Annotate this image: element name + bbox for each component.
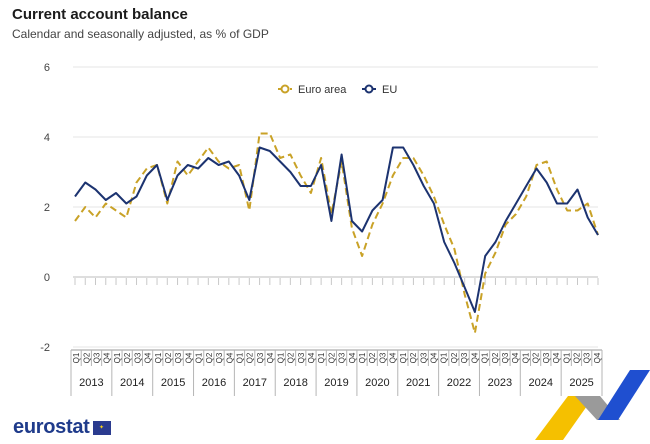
brand-ribbon-yellow <box>535 396 594 440</box>
y-tick-label: 0 <box>44 272 50 284</box>
quarter-label: Q4 <box>307 352 316 363</box>
quarter-label: Q2 <box>368 352 377 363</box>
quarter-label: Q1 <box>521 352 530 363</box>
quarter-label: Q3 <box>256 352 265 363</box>
quarter-label: Q3 <box>378 352 387 363</box>
quarter-label: Q2 <box>532 352 541 363</box>
legend-eu-marker <box>364 84 374 94</box>
quarter-label: Q2 <box>327 352 336 363</box>
quarter-label: Q2 <box>450 352 459 363</box>
quarter-label: Q1 <box>481 352 490 363</box>
legend-eu-label: EU <box>382 84 397 96</box>
quarter-label: Q1 <box>113 352 122 363</box>
legend-euro-area-label: Euro area <box>298 84 347 96</box>
euro-area-line <box>74 132 599 334</box>
quarter-label: Q2 <box>164 352 173 363</box>
quarter-label: Q1 <box>317 352 326 363</box>
chart-title: Current account balance <box>12 6 188 23</box>
year-label: 2018 <box>283 377 307 389</box>
quarter-label: Q3 <box>419 352 428 363</box>
eu-flag-icon: ✦ <box>93 421 111 435</box>
quarter-label: Q2 <box>82 352 91 363</box>
quarter-label: Q1 <box>276 352 285 363</box>
quarter-label: Q3 <box>215 352 224 363</box>
quarter-label: Q2 <box>123 352 132 363</box>
eu-line <box>74 146 599 313</box>
y-tick-label: -2 <box>40 342 50 354</box>
quarter-label: Q3 <box>133 352 142 363</box>
year-label: 2021 <box>406 377 430 389</box>
quarter-label: Q4 <box>266 352 275 363</box>
year-label: 2025 <box>569 377 593 389</box>
quarter-label: Q4 <box>103 352 112 363</box>
quarter-label: Q1 <box>440 352 449 363</box>
y-tick-label: 2 <box>44 202 50 214</box>
year-label: 2015 <box>161 377 185 389</box>
quarter-label: Q3 <box>338 352 347 363</box>
quarter-label: Q2 <box>572 352 581 363</box>
brand-ribbon-blue <box>598 370 650 420</box>
year-label: 2013 <box>79 377 103 389</box>
quarter-label: Q3 <box>501 352 510 363</box>
quarter-label: Q2 <box>491 352 500 363</box>
quarter-label: Q4 <box>389 352 398 363</box>
quarter-label: Q3 <box>542 352 551 363</box>
quarter-label: Q1 <box>562 352 571 363</box>
quarter-label: Q3 <box>460 352 469 363</box>
quarter-label: Q3 <box>583 352 592 363</box>
quarter-label: Q4 <box>430 352 439 363</box>
year-label: 2016 <box>202 377 226 389</box>
quarter-label: Q4 <box>225 352 234 363</box>
y-tick-label: 4 <box>44 132 50 144</box>
quarter-label: Q1 <box>195 352 204 363</box>
legend-euro-area-marker <box>280 84 290 94</box>
quarter-label: Q3 <box>174 352 183 363</box>
year-label: 2024 <box>528 377 552 389</box>
quarter-label: Q4 <box>184 352 193 363</box>
quarter-label: Q4 <box>348 352 357 363</box>
year-label: 2023 <box>488 377 512 389</box>
quarter-label: Q1 <box>399 352 408 363</box>
quarter-label: Q4 <box>552 352 561 363</box>
quarter-label: Q1 <box>358 352 367 363</box>
quarter-label: Q1 <box>235 352 244 363</box>
year-label: 2022 <box>447 377 471 389</box>
year-label: 2019 <box>324 377 348 389</box>
quarter-label: Q3 <box>93 352 102 363</box>
quarter-label: Q3 <box>297 352 306 363</box>
quarter-label: Q4 <box>593 352 602 363</box>
quarter-label: Q1 <box>72 352 81 363</box>
quarter-label: Q2 <box>246 352 255 363</box>
quarter-label: Q4 <box>511 352 520 363</box>
quarter-label: Q4 <box>470 352 479 363</box>
year-label: 2020 <box>365 377 389 389</box>
quarter-label: Q2 <box>409 352 418 363</box>
year-label: 2017 <box>243 377 267 389</box>
year-label: 2014 <box>120 377 144 389</box>
eurostat-logo: eurostat <box>13 416 90 438</box>
quarter-label: Q2 <box>205 352 214 363</box>
quarter-label: Q1 <box>154 352 163 363</box>
quarter-label: Q2 <box>287 352 296 363</box>
y-tick-label: 6 <box>44 62 50 74</box>
quarter-label: Q4 <box>144 352 153 363</box>
chart-subtitle: Calendar and seasonally adjusted, as % o… <box>12 27 269 41</box>
